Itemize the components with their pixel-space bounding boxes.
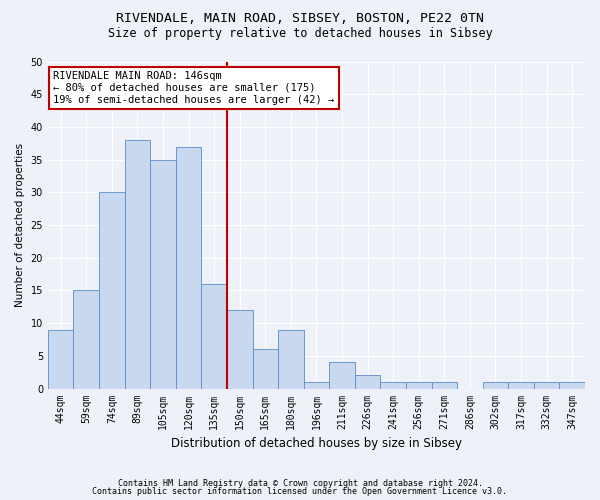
Bar — [227, 310, 253, 388]
Bar — [482, 382, 508, 388]
Bar — [99, 192, 125, 388]
Bar — [304, 382, 329, 388]
Text: Contains public sector information licensed under the Open Government Licence v3: Contains public sector information licen… — [92, 487, 508, 496]
Bar — [559, 382, 585, 388]
Text: RIVENDALE MAIN ROAD: 146sqm
← 80% of detached houses are smaller (175)
19% of se: RIVENDALE MAIN ROAD: 146sqm ← 80% of det… — [53, 72, 335, 104]
Bar — [355, 376, 380, 388]
Bar — [150, 160, 176, 388]
X-axis label: Distribution of detached houses by size in Sibsey: Distribution of detached houses by size … — [171, 437, 462, 450]
Bar — [125, 140, 150, 388]
Bar — [202, 284, 227, 389]
Bar — [176, 146, 202, 388]
Bar — [406, 382, 431, 388]
Bar — [48, 330, 73, 388]
Text: Contains HM Land Registry data © Crown copyright and database right 2024.: Contains HM Land Registry data © Crown c… — [118, 478, 482, 488]
Bar — [431, 382, 457, 388]
Bar — [253, 350, 278, 389]
Text: RIVENDALE, MAIN ROAD, SIBSEY, BOSTON, PE22 0TN: RIVENDALE, MAIN ROAD, SIBSEY, BOSTON, PE… — [116, 12, 484, 26]
Bar — [278, 330, 304, 388]
Bar — [73, 290, 99, 388]
Bar — [380, 382, 406, 388]
Y-axis label: Number of detached properties: Number of detached properties — [15, 143, 25, 307]
Text: Size of property relative to detached houses in Sibsey: Size of property relative to detached ho… — [107, 28, 493, 40]
Bar — [534, 382, 559, 388]
Bar — [508, 382, 534, 388]
Bar — [329, 362, 355, 388]
